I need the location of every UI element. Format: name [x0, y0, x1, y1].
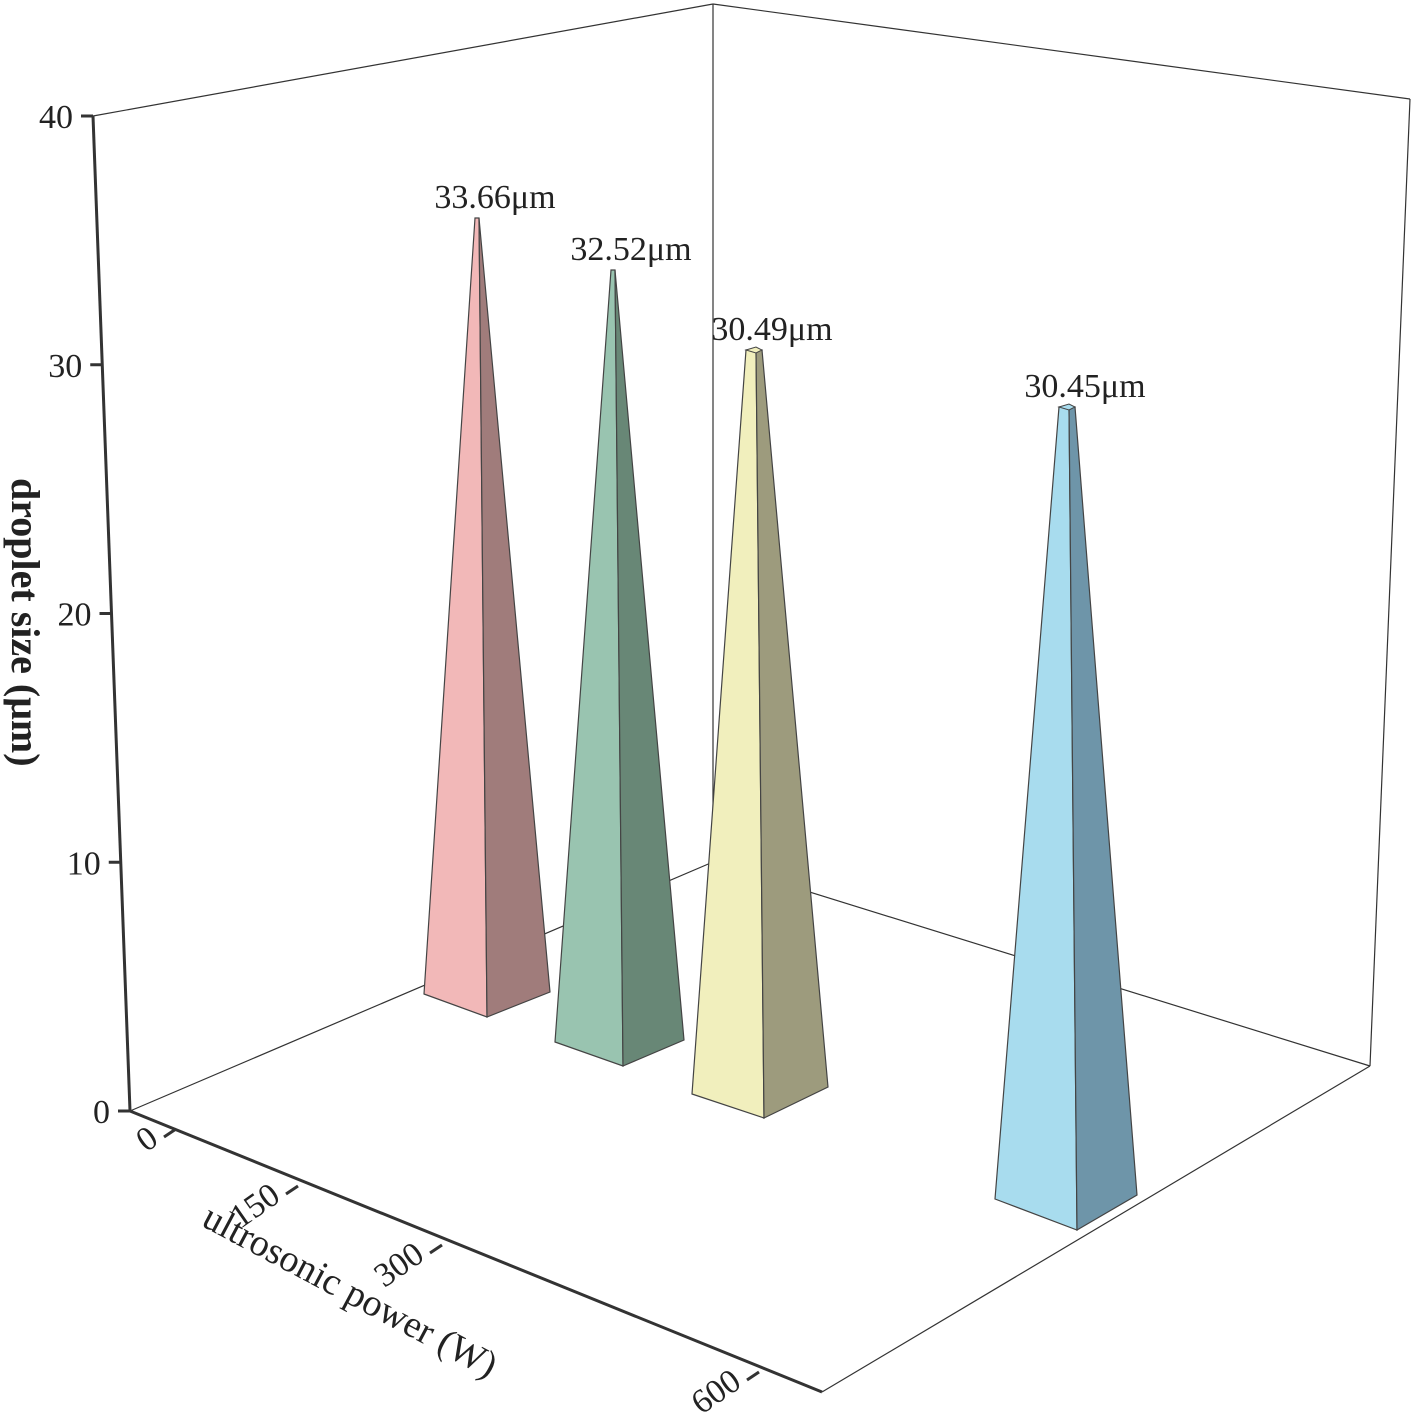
x-axis-title: ultrosonic power (W) [196, 1196, 505, 1387]
x-tick-label: 600 [685, 1362, 748, 1417]
bar-top [1057, 403, 1077, 411]
y-axis-title: droplet size (μm) [3, 478, 48, 767]
x-tick [746, 1370, 760, 1382]
x-axis-line [129, 1109, 823, 1394]
data-label: 30.45μm [1024, 368, 1145, 405]
bar-150 [554, 269, 685, 1067]
frame-top-left [92, 3, 714, 117]
bar-0 [423, 217, 551, 1018]
bar-face-side [1068, 406, 1138, 1232]
y-tick-label: 30 [48, 348, 82, 385]
bar-face-front [691, 349, 765, 1119]
x-tick [163, 1127, 177, 1139]
bar-face-side [755, 349, 829, 1119]
bar-face-front [554, 269, 624, 1067]
x-tick [429, 1243, 443, 1255]
data-label: 33.66μm [434, 179, 555, 216]
y-tick-label: 20 [58, 597, 92, 634]
data-label: 32.52μm [570, 231, 691, 268]
y-tick-label: 10 [67, 845, 101, 882]
y-axis-ticks: 0 10 20 30 40 [39, 99, 130, 1131]
data-label: 30.49μm [711, 311, 832, 348]
x-tick-label: 0 [129, 1119, 164, 1159]
frame-top-right [712, 3, 1411, 100]
frame-floor-front-right [821, 1065, 1371, 1393]
bar-face-side [478, 217, 551, 1018]
data-labels: 33.66μm 32.52μm 30.49μm 30.45μm [434, 179, 1145, 405]
bar-face-front [423, 217, 488, 1018]
bar-top [744, 346, 764, 354]
bar-face-side [614, 269, 685, 1067]
frame-right-vertical [1369, 98, 1411, 1067]
y-tick-label: 0 [93, 1094, 110, 1131]
x-tick [285, 1184, 299, 1196]
bars [423, 217, 1138, 1232]
bar-300 [691, 346, 829, 1119]
y-tick-label: 40 [39, 99, 73, 136]
bar-600 [994, 403, 1138, 1232]
bar-face-front [994, 406, 1078, 1231]
